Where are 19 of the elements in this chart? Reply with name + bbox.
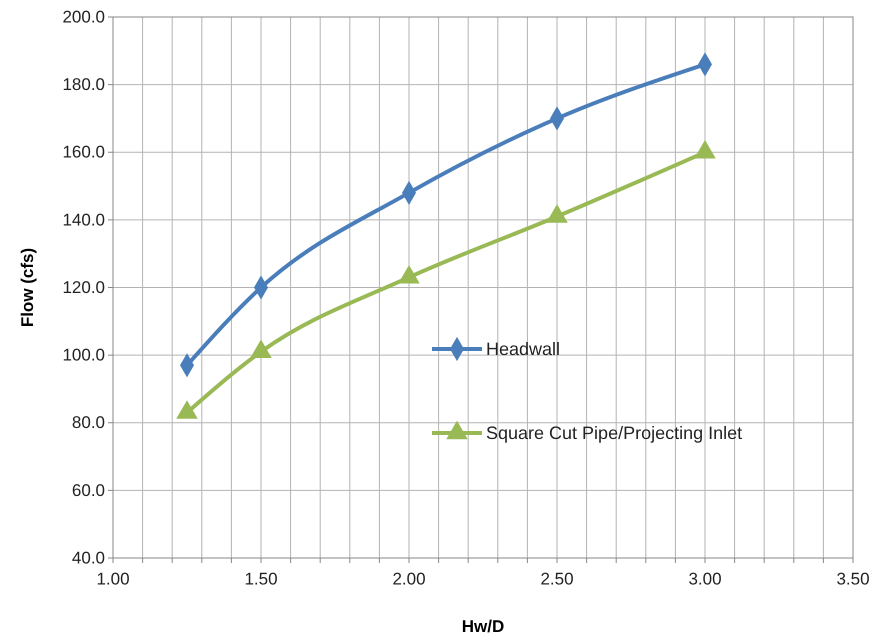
x-tick-label: 3.50 <box>836 570 870 589</box>
y-tick-label: 60.0 <box>72 480 105 500</box>
y-tick-label: 80.0 <box>72 413 105 432</box>
x-tick-label: 3.00 <box>688 570 722 589</box>
y-axis-title: Flow (cfs) <box>18 248 37 328</box>
y-tick-label: 100.0 <box>62 346 105 365</box>
y-tick-label: 200.0 <box>62 7 105 26</box>
legend-label: Headwall <box>486 339 560 359</box>
y-tick-label: 40.0 <box>72 548 105 568</box>
x-tick-label: 1.50 <box>244 570 278 589</box>
y-tick-label: 160.0 <box>62 142 105 162</box>
y-tick-label: 180.0 <box>62 75 105 94</box>
x-tick-label: 2.50 <box>540 570 574 589</box>
y-tick-label: 140.0 <box>62 210 105 230</box>
x-axis-title: Hw/D <box>462 617 504 636</box>
y-tick-label: 120.0 <box>62 278 105 297</box>
x-tick-label: 2.00 <box>392 570 426 589</box>
x-tick-label: 1.00 <box>96 570 130 589</box>
legend-label: Square Cut Pipe/Projecting Inlet <box>486 423 742 443</box>
